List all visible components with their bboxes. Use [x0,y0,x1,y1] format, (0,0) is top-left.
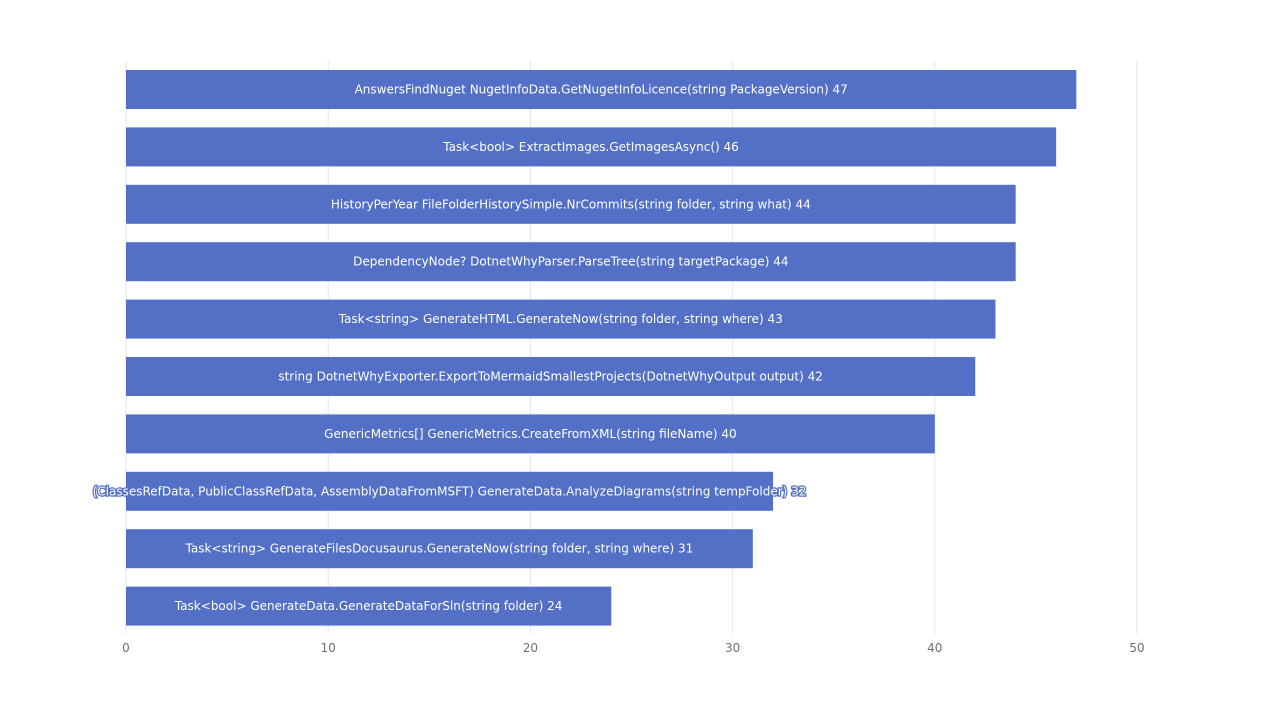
x-tick-label: 10 [321,641,336,655]
bar-category: Task<string> GenerateFilesDocusaurus.Gen… [185,542,675,556]
bar[interactable] [126,127,1057,167]
bar-label: GenericMetrics[] GenericMetrics.CreateFr… [324,427,736,441]
x-tick-label: 50 [1129,641,1144,655]
bar-value: 31 [678,542,693,556]
bar[interactable] [126,184,1016,224]
bar-value: 43 [767,312,782,326]
bar[interactable] [126,299,996,339]
bar-value: 44 [796,197,811,211]
bar-category: string DotnetWhyExporter.ExportToMermaid… [278,370,803,384]
bar-label: DependencyNode? DotnetWhyParser.ParseTre… [353,255,788,269]
bar-category: (ClassesRefData, PublicClassRefData, Ass… [93,484,788,498]
bar[interactable] [126,471,774,511]
bar[interactable] [126,70,1077,109]
bar-value: 42 [808,370,823,384]
bar-label: Task<bool> GenerateData.GenerateDataForS… [174,599,563,613]
bar-layer [126,70,1077,626]
bar-value: 44 [773,255,788,269]
bar-label: AnswersFindNuget NugetInfoData.GetNugetI… [355,83,848,97]
bar-value: 32 [791,484,806,498]
bar-category: Task<bool> ExtractImages.GetImagesAsync(… [442,140,719,154]
x-tick-label: 0 [122,641,130,655]
bar[interactable] [126,586,612,626]
bar-label: Task<string> GenerateFilesDocusaurus.Gen… [185,542,694,556]
x-tick-label: 30 [725,641,740,655]
bar-label: string DotnetWhyExporter.ExportToMermaid… [278,370,823,384]
bar[interactable] [126,242,1016,282]
bar-label: Task<bool> ExtractImages.GetImagesAsync(… [442,140,739,154]
x-tick-label: 20 [523,641,538,655]
bar-category: Task<string> GenerateHTML.GenerateNow(st… [338,312,764,326]
bar-value: 40 [721,427,736,441]
bar-value: 47 [832,83,847,97]
tick-layer: 0 10 20 30 40 50 [122,641,1144,655]
bar-value: 46 [724,140,739,154]
bar-category: DependencyNode? DotnetWhyParser.ParseTre… [353,255,769,269]
bar-category: Task<bool> GenerateData.GenerateDataForS… [174,599,543,613]
bar-label: (ClassesRefData, PublicClassRefData, Ass… [93,484,807,498]
bar-category: AnswersFindNuget NugetInfoData.GetNugetI… [355,83,829,97]
bar-value: 24 [547,599,562,613]
label-layer: AnswersFindNuget NugetInfoData.GetNugetI… [91,83,848,614]
bar-label: HistoryPerYear FileFolderHistorySimple.N… [331,197,811,211]
x-tick-label: 40 [927,641,942,655]
bar[interactable] [126,357,976,396]
bar[interactable] [126,414,935,454]
bar[interactable] [126,529,753,569]
bar-label: Task<string> GenerateHTML.GenerateNow(st… [338,312,783,326]
bar-category: GenericMetrics[] GenericMetrics.CreateFr… [324,427,717,441]
bar-category: HistoryPerYear FileFolderHistorySimple.N… [331,197,792,211]
